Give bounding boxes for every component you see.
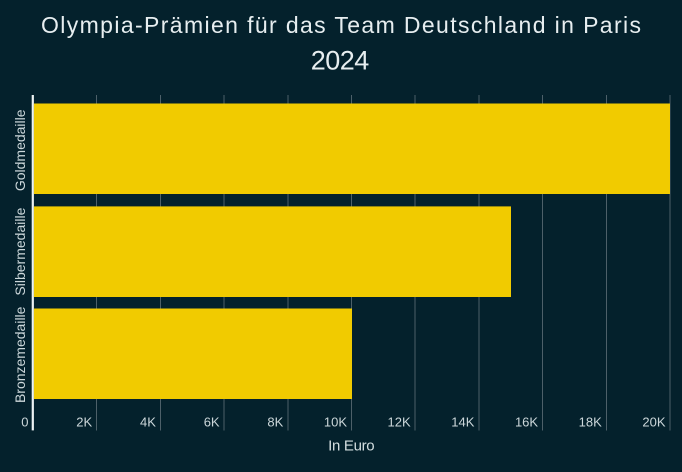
svg-text:14K: 14K: [451, 414, 474, 429]
svg-text:20K: 20K: [642, 414, 665, 429]
svg-text:10K: 10K: [324, 414, 347, 429]
svg-text:4K: 4K: [140, 414, 156, 429]
svg-text:Bronzemedaille: Bronzemedaille: [12, 306, 28, 403]
svg-text:In Euro: In Euro: [328, 438, 375, 455]
svg-text:2K: 2K: [76, 414, 92, 429]
svg-text:8K: 8K: [267, 414, 283, 429]
svg-text:6K: 6K: [204, 414, 220, 429]
svg-text:Goldmedaille: Goldmedaille: [12, 109, 28, 191]
svg-text:0: 0: [21, 414, 28, 429]
svg-text:Silbermedaille: Silbermedaille: [12, 207, 28, 295]
svg-text:18K: 18K: [579, 414, 602, 429]
svg-text:2024: 2024: [311, 46, 370, 76]
svg-text:16K: 16K: [515, 414, 538, 429]
svg-text:Olympia-Prämien für das Team D: Olympia-Prämien für das Team Deutschland…: [41, 12, 641, 38]
svg-text:12K: 12K: [388, 414, 411, 429]
